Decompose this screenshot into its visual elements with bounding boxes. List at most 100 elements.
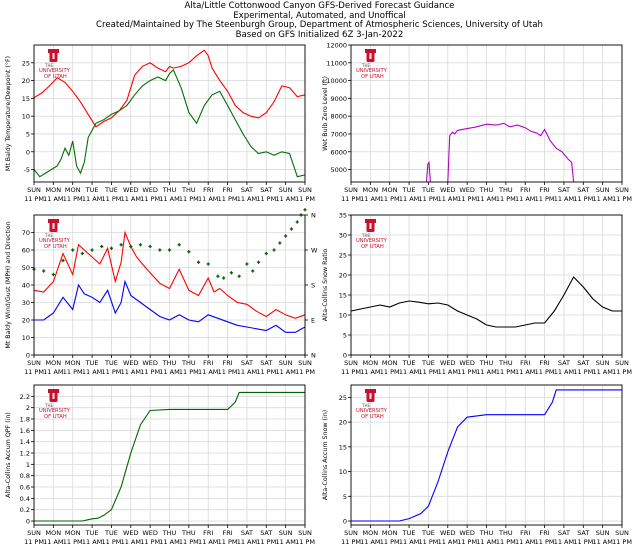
y-tick-label: 5000 (330, 166, 347, 174)
chart-header: Alta/Little Cottonwood Canyon GFS-Derive… (0, 1, 639, 40)
x-tick-time-label: 11 AM (438, 538, 458, 546)
y-tick-label: 0.2 (20, 506, 30, 514)
x-tick-day-label: SUN (344, 529, 358, 537)
direction-marker (237, 274, 241, 278)
direction-marker (167, 248, 172, 252)
x-tick-time-label: 11 AM (82, 368, 102, 376)
x-tick-day-label: SUN (596, 186, 610, 194)
direction-marker (71, 248, 75, 252)
logo-u-right-stem (371, 393, 375, 401)
x-tick-time-label: 11 AM (237, 195, 257, 203)
x-tick-day-label: MON (65, 359, 81, 367)
logo-u-top-bar (365, 389, 376, 393)
y-axis-label: Mt Baldy Wind/Gust (MPH) and Direction (5, 221, 12, 348)
logo-u-base (366, 229, 375, 232)
x-tick-time-label: 11 AM (554, 368, 574, 376)
direction-marker (119, 243, 123, 247)
x-tick-time-label: 11 AM (592, 538, 612, 546)
y-tick-label: 1.2 (20, 450, 30, 458)
y-tick-label: 25 (339, 252, 347, 260)
x-tick-time-label: 11 PM (218, 368, 238, 376)
direction-axis-label: S (311, 282, 315, 290)
y-tick-label: 2.2 (20, 393, 30, 401)
x-tick-day-label: MON (363, 529, 379, 537)
logo-u-top-bar (365, 219, 376, 223)
x-tick-time-label: 11 AM (515, 538, 535, 546)
x-tick-time-label: 11 AM (592, 368, 612, 376)
x-tick-day-label: TUE (421, 529, 435, 537)
y-tick-label: 20 (339, 419, 347, 427)
y-tick-label: -5 (24, 166, 30, 174)
series-line-wet-bulb-zero-level (447, 122, 575, 183)
x-tick-day-label: THU (181, 359, 196, 367)
y-tick-label: 0 (343, 518, 347, 526)
x-tick-day-label: FRI (520, 186, 530, 194)
y-tick-label: 7000 (330, 130, 347, 138)
direction-marker (264, 251, 268, 256)
logo-text-the: THE (361, 63, 370, 68)
direction-axis-label: N (311, 352, 316, 360)
x-tick-day-label: THU (162, 529, 177, 537)
x-tick-day-label: TUE (402, 529, 416, 537)
x-tick-day-label: SAT (241, 529, 253, 537)
x-tick-time-label: 11 PM (341, 538, 361, 546)
x-tick-time-label: 11 AM (275, 195, 295, 203)
x-tick-time-label: 11 PM (24, 368, 44, 376)
x-tick-day-label: SAT (241, 359, 253, 367)
x-tick-time-label: 11 AM (43, 195, 63, 203)
direction-marker (138, 243, 143, 247)
x-tick-time-label: 11 PM (101, 195, 121, 203)
x-tick-time-label: 11 AM (554, 538, 574, 546)
logo-u-top-bar (48, 219, 59, 223)
x-tick-time-label: 11 AM (82, 195, 102, 203)
x-tick-day-label: WED (142, 359, 158, 367)
x-tick-time-label: 11 AM (360, 368, 380, 376)
direction-marker (251, 269, 255, 273)
x-tick-time-label: 11 AM (159, 195, 179, 203)
x-tick-day-label: FRI (539, 186, 549, 194)
x-tick-day-label: TUE (104, 529, 118, 537)
direction-marker (61, 258, 65, 263)
x-tick-day-label: WED (459, 359, 475, 367)
x-tick-day-label: SUN (27, 529, 41, 537)
x-tick-time-label: 11 PM (24, 538, 44, 546)
x-tick-day-label: FRI (520, 359, 530, 367)
x-tick-time-label: 11 PM (380, 538, 400, 546)
x-tick-day-label: SAT (577, 359, 589, 367)
direction-marker (158, 248, 162, 252)
x-tick-time-label: 11 PM (418, 538, 438, 546)
direction-marker (42, 269, 46, 273)
x-tick-time-label: 11 PM (101, 368, 121, 376)
x-tick-day-label: WED (440, 529, 456, 537)
y-tick-label: 1.8 (20, 416, 30, 424)
logo-text-university: UNIVERSITY (39, 238, 71, 244)
x-tick-day-label: FRI (203, 186, 213, 194)
x-tick-day-label: SAT (260, 359, 272, 367)
x-tick-day-label: TUE (85, 186, 99, 194)
x-tick-day-label: SUN (298, 529, 312, 537)
logo-u-right-stem (371, 223, 375, 231)
x-tick-time-label: 11 PM (573, 195, 593, 203)
x-tick-day-label: FRI (539, 529, 549, 537)
x-tick-time-label: 11 PM (295, 368, 315, 376)
x-tick-day-label: MON (363, 359, 379, 367)
x-tick-time-label: 11 PM (295, 195, 315, 203)
x-tick-day-label: SUN (279, 359, 293, 367)
x-tick-time-label: 11 PM (612, 368, 632, 376)
series-line-segment (425, 160, 431, 183)
series-line-temperature (33, 49, 306, 128)
direction-marker (51, 272, 55, 277)
logo-u-base (366, 59, 375, 62)
y-tick-label: 35 (339, 212, 347, 220)
x-tick-time-label: 11 AM (438, 195, 458, 203)
y-tick-label: 0 (343, 352, 347, 360)
direction-marker (80, 251, 84, 256)
x-tick-time-label: 11 AM (515, 368, 535, 376)
x-tick-day-label: SAT (260, 186, 272, 194)
logo-text-the: THE (44, 63, 53, 68)
x-tick-time-label: 11 PM (612, 538, 632, 546)
